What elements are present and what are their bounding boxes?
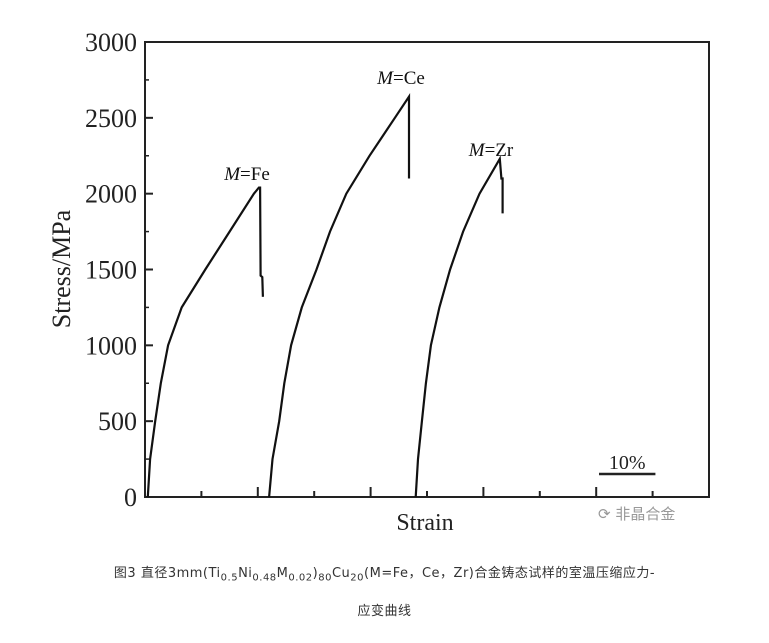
y-tick-label: 3000 [85, 28, 137, 57]
caption-segment: 20 [350, 572, 365, 584]
y-axis-label: Stress/MPa [47, 209, 76, 328]
series-label: M=Ce [376, 68, 425, 89]
y-tick-label: 1000 [85, 331, 137, 360]
series-line-M=Fe [146, 186, 264, 498]
caption-segment: 80 [318, 572, 332, 584]
caption-segment: Cu [331, 566, 351, 581]
caption-segment: ) [312, 566, 319, 581]
caption-segment: 0.5 [220, 572, 239, 584]
series-label: M=Zr [468, 140, 514, 161]
series-label-rest: =Fe [240, 164, 270, 185]
series-label-rest: =Zr [485, 140, 514, 161]
series-label-rest: =Ce [393, 68, 425, 89]
stress-strain-chart: 0 500 1000 1500 2000 2500 3000 Strain Stress/MPa… [47, 28, 710, 536]
y-tick-label: 0 [124, 483, 137, 512]
caption-segment: 0.48 [252, 572, 277, 584]
series-line-M=Ce [268, 92, 411, 498]
scale-bar-label: 10% [609, 452, 646, 474]
series-label-italic: M [468, 140, 486, 161]
figure-caption-line2: 应变曲线 [357, 604, 412, 619]
caption-segment: 图3 直径3mm(Ti [113, 566, 221, 581]
y-tick-label: 2500 [85, 104, 137, 133]
caption-segment: (M=Fe，Ce，Zr)合金铸态试样的室温压缩应力- [364, 566, 656, 581]
y-tick-label: 500 [98, 407, 137, 436]
caption-segment: Ni [238, 566, 253, 581]
caption-segment: 0.02 [288, 572, 313, 584]
series-label: M=Fe [223, 164, 270, 185]
watermark-icon: ⟳ [598, 505, 616, 523]
plot-frame [144, 41, 710, 498]
figure-caption-line1: 图3 直径3mm(Ti0.5Ni0.48M0.02)80Cu20(M=Fe，Ce… [0, 562, 769, 584]
series-label-italic: M [223, 164, 241, 185]
series-label-italic: M [376, 68, 394, 89]
series-line-M=Zr [414, 155, 504, 498]
y-tick-label: 1500 [85, 256, 137, 285]
y-tick-label: 2000 [85, 180, 137, 209]
caption-segment: M [276, 566, 289, 581]
x-axis-label: Strain [396, 510, 453, 536]
watermark: ⟳ 非晶合金 [598, 505, 676, 523]
